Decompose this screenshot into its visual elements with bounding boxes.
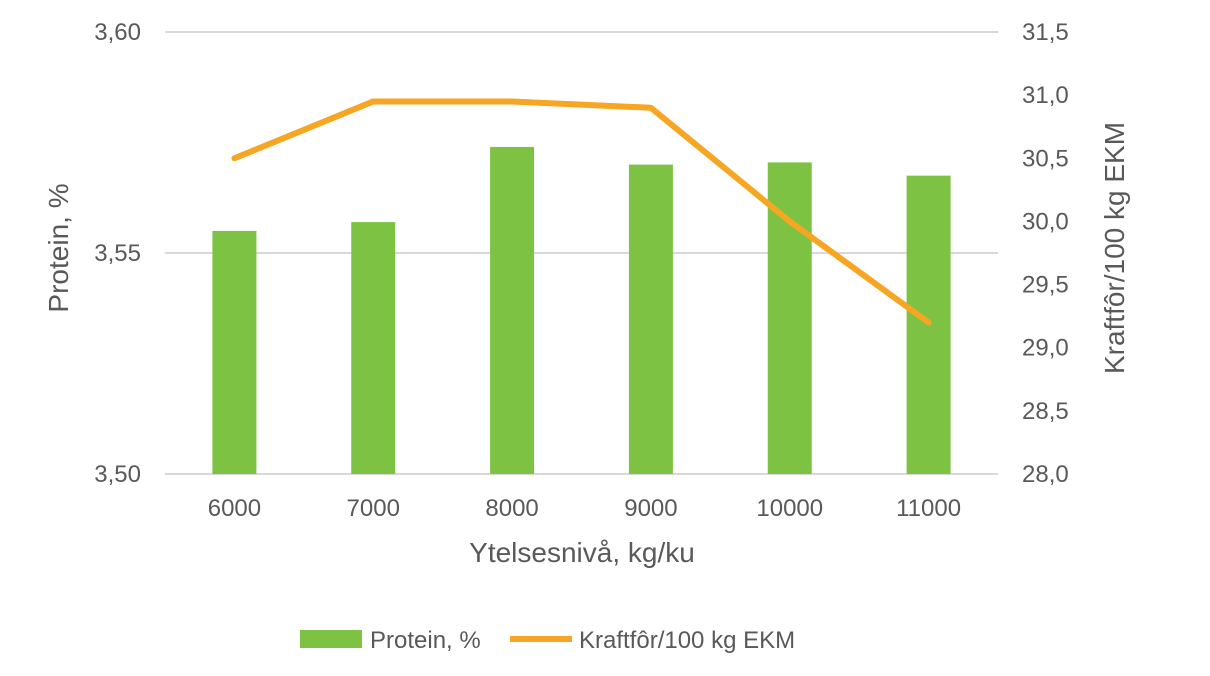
- bar: [629, 165, 673, 474]
- right-tick-label: 28,5: [1022, 398, 1069, 425]
- x-tick-label: 10000: [756, 495, 823, 522]
- bar: [351, 222, 395, 474]
- right-tick-label: 29,0: [1022, 335, 1069, 362]
- left-tick-label: 3,55: [94, 240, 141, 267]
- x-tick-label: 6000: [208, 495, 261, 522]
- left-tick-label: 3,50: [94, 461, 141, 488]
- x-tick-label: 8000: [485, 495, 538, 522]
- bar: [490, 147, 534, 474]
- right-tick-label: 29,5: [1022, 272, 1069, 299]
- line-path: [234, 101, 928, 322]
- right-tick-label: 31,0: [1022, 82, 1069, 109]
- legend-bar-label: Protein, %: [370, 627, 481, 654]
- x-tick-label: 7000: [347, 495, 400, 522]
- right-tick-label: 31,5: [1022, 19, 1069, 46]
- legend-line-label: Kraftfôr/100 kg EKM: [579, 627, 795, 654]
- x-tick-label: 9000: [624, 495, 677, 522]
- left-axis-title: Protein, %: [43, 183, 74, 312]
- legend: Protein, % Kraftfôr/100 kg EKM: [300, 627, 795, 654]
- x-axis-title: Ytelsesnivå, kg/ku: [469, 537, 695, 568]
- gridlines: [165, 32, 998, 474]
- right-tick-label: 30,0: [1022, 208, 1069, 235]
- left-tick-label: 3,60: [94, 19, 141, 46]
- x-tick-label: 11000: [896, 495, 961, 522]
- right-tick-label: 30,5: [1022, 145, 1069, 172]
- line-series: [234, 101, 928, 322]
- right-tick-label: 28,0: [1022, 461, 1069, 488]
- x-axis-ticks: 6000 7000 8000 9000 10000 11000: [208, 495, 961, 522]
- legend-bar-swatch: [300, 630, 362, 648]
- right-axis-title: Kraftfôr/100 kg EKM: [1099, 122, 1130, 374]
- bar-series: [212, 147, 950, 474]
- right-axis-ticks: 28,0 28,5 29,0 29,5 30,0 30,5 31,0 31,5: [1022, 19, 1069, 488]
- bar: [212, 231, 256, 474]
- left-axis-ticks: 3,50 3,55 3,60: [94, 19, 141, 488]
